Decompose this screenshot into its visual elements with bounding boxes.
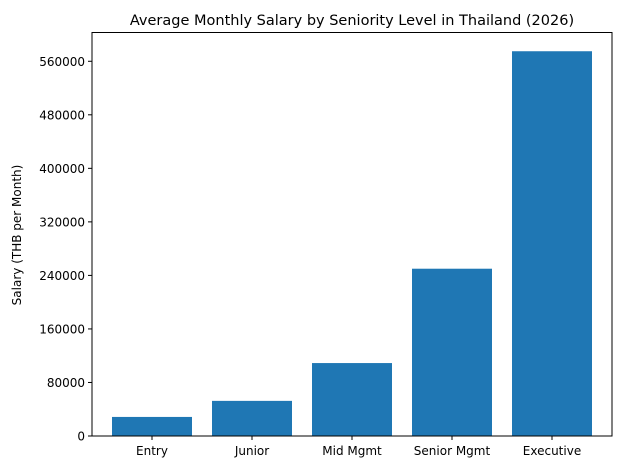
y-tick-label: 400000 xyxy=(39,162,85,176)
y-tick-label: 80000 xyxy=(47,376,85,390)
x-axis: Entry Junior Mid Mgmt Senior Mgmt Executive xyxy=(136,436,581,458)
x-tick-label: Junior xyxy=(234,444,269,458)
bar-entry xyxy=(112,416,192,436)
x-tick-label: Mid Mgmt xyxy=(322,444,382,458)
bar-executive xyxy=(512,51,592,436)
chart-title: Average Monthly Salary by Seniority Leve… xyxy=(130,13,574,29)
y-tick-label: 240000 xyxy=(39,269,85,283)
y-tick-label: 160000 xyxy=(39,322,85,336)
bars xyxy=(112,51,592,436)
y-tick-label: 0 xyxy=(77,430,85,444)
y-tick-label: 320000 xyxy=(39,215,85,229)
y-tick-label: 560000 xyxy=(39,55,85,69)
plot-frame xyxy=(91,32,613,437)
x-tick-label: Executive xyxy=(523,444,581,458)
bar-junior xyxy=(212,400,292,436)
x-tick-label: Entry xyxy=(136,444,168,458)
x-tick-label: Senior Mgmt xyxy=(414,444,491,458)
y-tick-label: 480000 xyxy=(39,108,85,122)
y-axis-label: Salary (THB per Month) xyxy=(10,165,24,306)
y-axis: 0 80000 160000 240000 320000 400000 480000 5600… xyxy=(39,55,92,444)
bar-senior-mgmt xyxy=(412,268,492,436)
bar-mid-mgmt xyxy=(312,363,392,436)
